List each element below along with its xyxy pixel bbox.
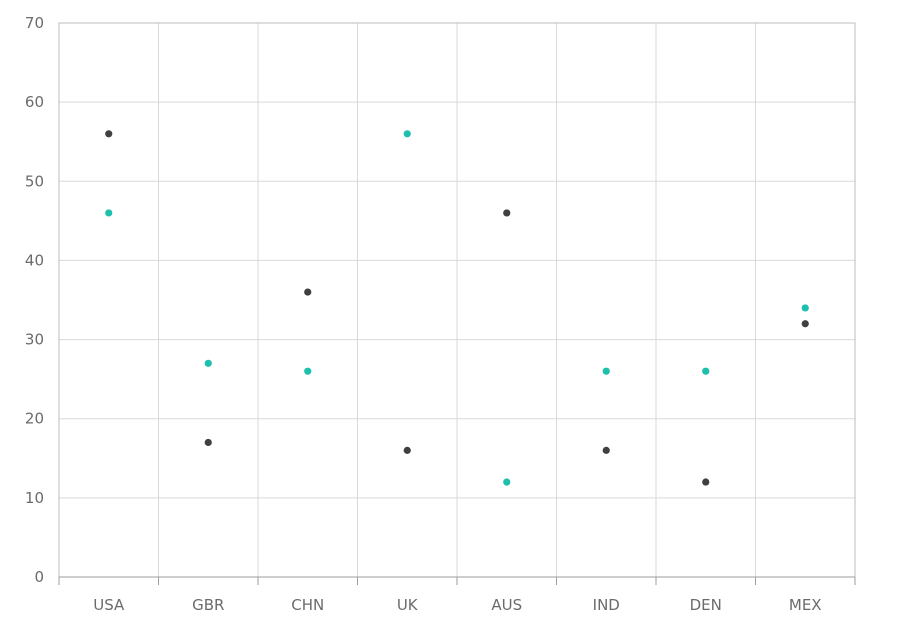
y-tick-label: 10 xyxy=(25,489,44,507)
x-tick-label: UK xyxy=(397,596,419,614)
data-point-series-1 xyxy=(503,209,511,217)
data-point-series-2 xyxy=(702,367,710,375)
data-point-series-1 xyxy=(105,130,113,138)
data-point-series-2 xyxy=(602,367,610,375)
y-tick-label: 30 xyxy=(25,331,44,349)
axis-labels: 0 10 20 30 40 50 60 70 USA GBR CHN UK AUS IND DEN MEX xyxy=(25,14,822,614)
y-tick-label: 60 xyxy=(25,93,44,111)
x-tick-label: IND xyxy=(593,596,620,614)
y-tick-label: 70 xyxy=(25,14,44,32)
data-point-series-1 xyxy=(801,320,809,328)
data-point-series-2 xyxy=(204,359,212,367)
x-tick-label: DEN xyxy=(690,596,722,614)
axis-ticks xyxy=(58,577,856,585)
data-point-series-2 xyxy=(304,367,312,375)
y-tick-label: 40 xyxy=(25,251,44,269)
data-point-series-2 xyxy=(503,478,511,486)
data-point-series-2 xyxy=(403,130,411,138)
x-tick-label: USA xyxy=(93,596,125,614)
y-tick-label: 0 xyxy=(34,568,44,586)
data-point-series-1 xyxy=(204,438,212,447)
data-points xyxy=(105,130,809,486)
data-point-series-2 xyxy=(801,304,809,312)
y-tick-label: 50 xyxy=(25,172,44,190)
data-point-series-1 xyxy=(403,446,411,454)
x-tick-label: AUS xyxy=(491,596,522,614)
data-point-series-1 xyxy=(304,288,312,296)
y-tick-label: 20 xyxy=(25,410,44,428)
data-point-series-2 xyxy=(105,209,113,217)
data-point-series-1 xyxy=(702,478,710,486)
x-tick-label: MEX xyxy=(789,596,822,614)
x-tick-label: GBR xyxy=(192,596,224,614)
grid xyxy=(59,22,855,577)
data-point-series-1 xyxy=(602,446,610,454)
x-tick-label: CHN xyxy=(291,596,324,614)
